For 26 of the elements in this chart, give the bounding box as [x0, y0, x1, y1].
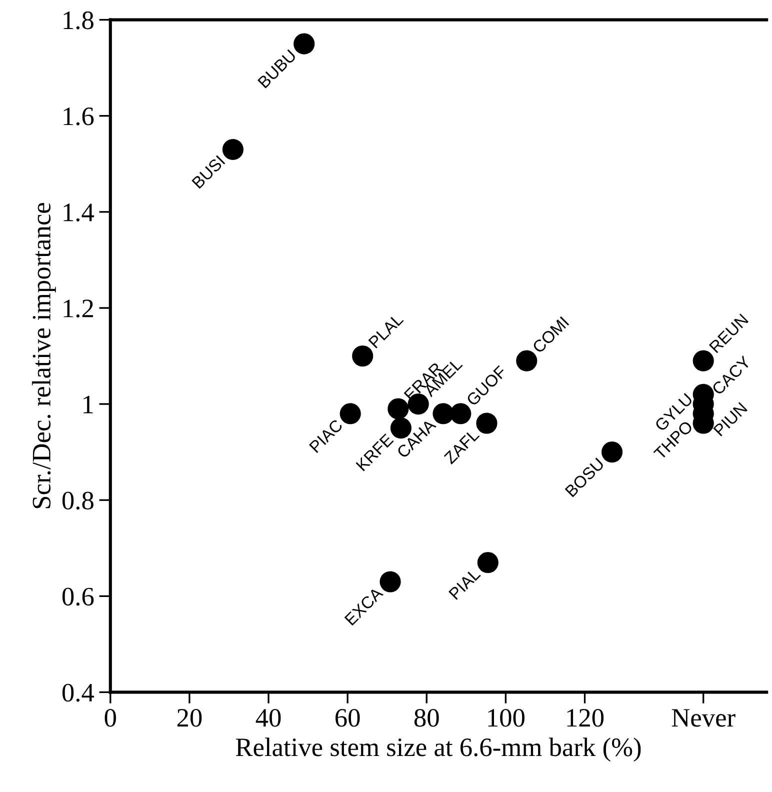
- x-tick-label: 0: [104, 708, 116, 727]
- x-tick-label: 120: [567, 708, 604, 727]
- y-axis-title: Scr./Dec. relative importance: [32, 203, 56, 508]
- point: [340, 403, 361, 424]
- x-tick-label: 60: [336, 708, 360, 727]
- x-tick-label: Never: [672, 709, 736, 727]
- point: [294, 33, 315, 54]
- x-tick-label: 80: [414, 708, 439, 727]
- x-tick-label: 40: [256, 708, 281, 727]
- point: [476, 412, 498, 434]
- y-tick-label: 1.2: [64, 300, 93, 318]
- x-tick-label: 100: [488, 708, 524, 727]
- y-tick-label: 0.8: [62, 492, 94, 510]
- point: [602, 442, 623, 463]
- y-tick-label: 1.4: [64, 204, 94, 222]
- y-tick-label: 1.8: [64, 11, 94, 30]
- point: [516, 350, 538, 372]
- point: [477, 552, 498, 574]
- x-tick-label: 20: [177, 708, 202, 727]
- x-axis-title: Relative stem size at 6.6-mm bark (%): [236, 738, 641, 762]
- point: [450, 403, 472, 424]
- y-tick-label: 1: [84, 396, 93, 414]
- y-tick-label: 1.6: [64, 108, 94, 126]
- y-tick-label: 0.6: [62, 588, 94, 606]
- point: [388, 398, 409, 420]
- y-tick-label: 0.4: [62, 684, 94, 702]
